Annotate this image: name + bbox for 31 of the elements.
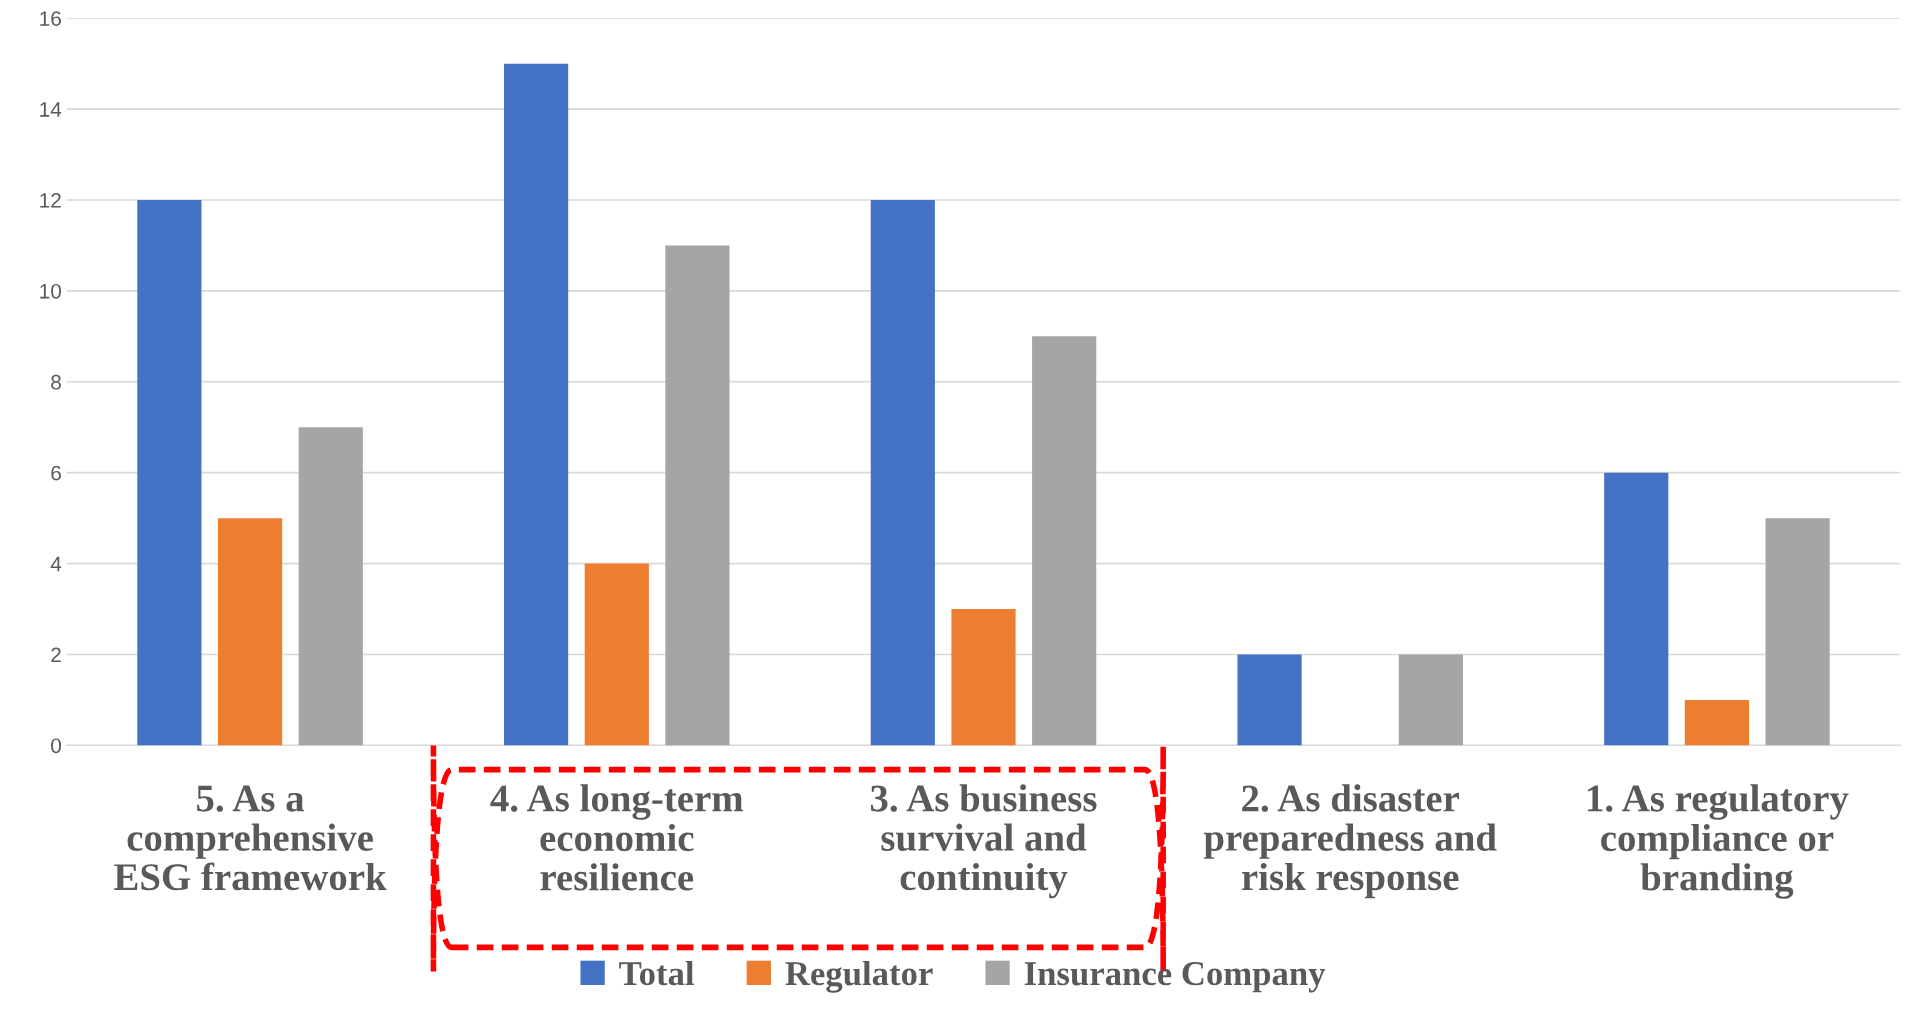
y-tick-label: 16	[40, 11, 61, 26]
legend-label: Total	[619, 960, 694, 986]
x-tick-label: 1. As regulatory compliance or branding	[1588, 784, 1849, 899]
y-tick-label: 0	[51, 738, 62, 754]
bar	[870, 199, 935, 746]
x-tick-label: 4. As long-term economic resilience	[490, 784, 744, 891]
x-tick-label: 3. As business survival and continuity	[870, 784, 1097, 899]
bar	[951, 609, 1016, 746]
y-tick-label: 4	[50, 556, 62, 572]
bar	[504, 63, 569, 746]
y-tick-label: 14	[40, 102, 62, 117]
bar	[1765, 518, 1830, 746]
x-tick-label: 5. As a comprehensive ESG framework	[114, 785, 387, 891]
bar	[298, 427, 363, 746]
legend-label: Regulator	[785, 960, 933, 993]
y-tick-label: 8	[51, 374, 61, 390]
legend-label: Insurance Company	[1024, 961, 1326, 993]
bar	[584, 563, 649, 746]
bar	[1237, 654, 1302, 746]
bar	[1398, 654, 1463, 746]
bar	[137, 199, 202, 746]
bar	[1032, 336, 1097, 746]
y-tick-label: 12	[40, 192, 61, 208]
bar	[1604, 472, 1669, 746]
y-tick-label: 6	[51, 465, 61, 481]
x-tick-label: 2. As disaster preparedness and risk response	[1203, 784, 1497, 899]
y-tick-label: 2	[51, 647, 61, 663]
bar	[665, 245, 730, 746]
y-tick-label: 10	[40, 283, 62, 299]
bar	[217, 518, 283, 746]
bar	[1684, 699, 1750, 746]
